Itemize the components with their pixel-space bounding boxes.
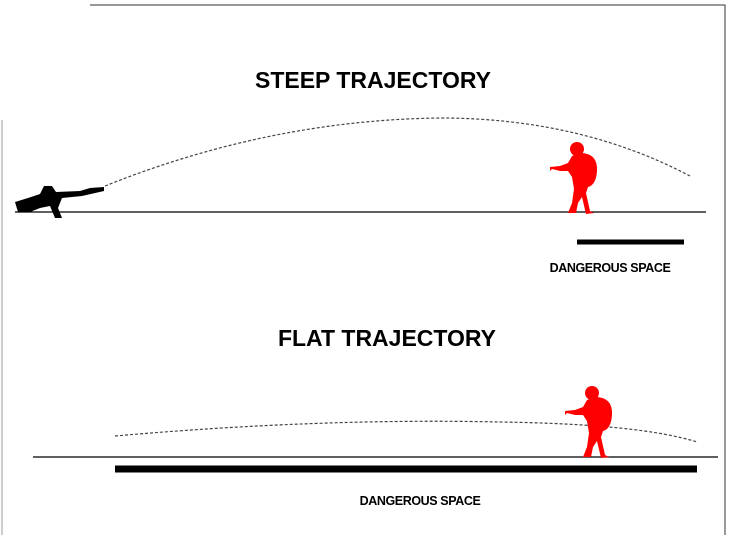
danger-label: DANGEROUS SPACE (550, 261, 671, 275)
trajectory (105, 118, 690, 186)
steep-title: STEEP TRAJECTORY (255, 67, 491, 93)
flat-panel: FLAT TRAJECTORY DANGEROUS SPACE (33, 325, 718, 508)
rifle (15, 186, 104, 218)
diagram: STEEP TRAJECTORY DANGEROUS SPACE FLAT TR… (0, 0, 732, 535)
steep-panel: STEEP TRAJECTORY DANGEROUS SPACE (15, 67, 706, 275)
danger-label: DANGEROUS SPACE (360, 494, 481, 508)
soldier (550, 142, 597, 214)
flat-title: FLAT TRAJECTORY (278, 325, 496, 351)
soldier (565, 386, 612, 458)
